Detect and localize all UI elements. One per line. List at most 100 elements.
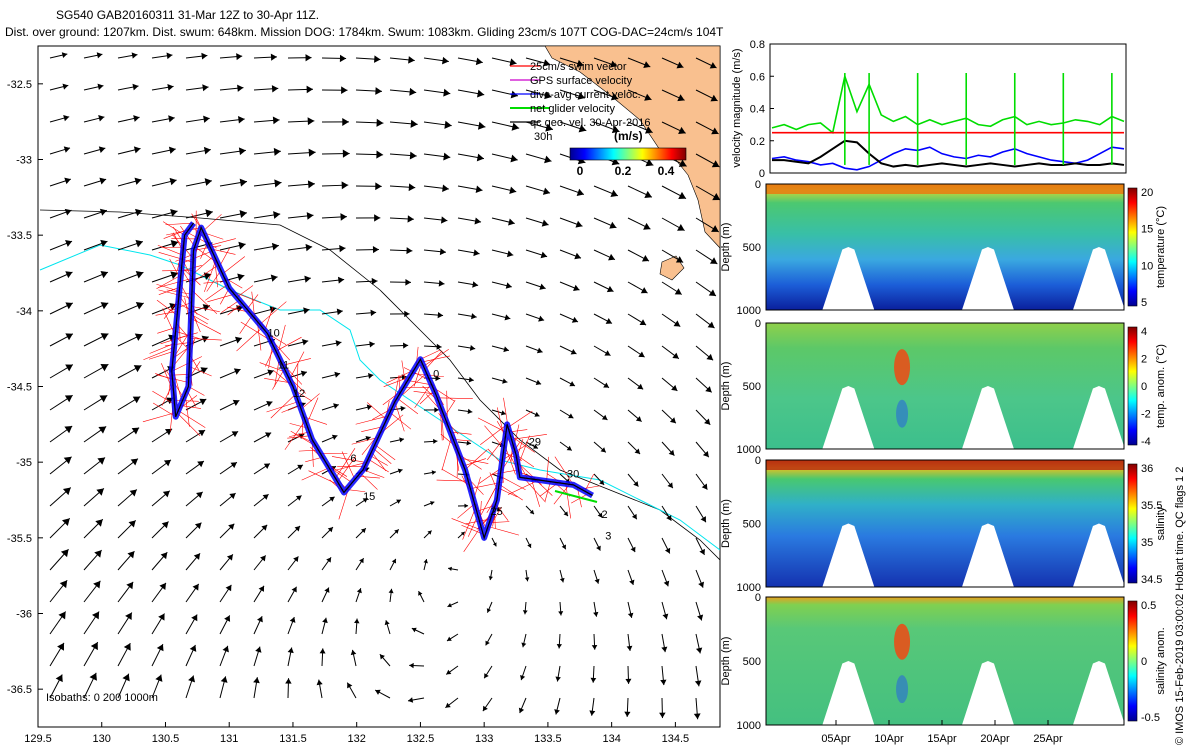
swim-vector xyxy=(331,462,364,472)
geo-vector-head xyxy=(160,552,168,560)
isobaths-label: Isobaths: 0 200 1000m xyxy=(46,692,158,704)
map-xtick-label: 132.5 xyxy=(407,733,435,745)
swim-vector xyxy=(179,283,198,315)
geo-vector-head xyxy=(566,445,572,451)
swim-vector xyxy=(204,259,217,293)
seafloor-gap xyxy=(961,386,1014,449)
geo-vector-head xyxy=(431,470,436,475)
swim-vector xyxy=(206,270,222,292)
seafloor-gap xyxy=(822,661,875,725)
geo-vector-head xyxy=(303,307,310,315)
swim-vector xyxy=(565,483,572,519)
geo-vector-head xyxy=(635,416,642,422)
geo-vector-head xyxy=(477,89,485,98)
geo-vector-head xyxy=(131,52,138,59)
velocity-axis: 0 0.2 0.4 0.6 0.8 xyxy=(750,39,774,180)
geo-vector-head xyxy=(509,186,517,194)
geo-vector-head xyxy=(340,213,347,221)
surface-layer xyxy=(766,460,1124,470)
geo-vector-head xyxy=(234,336,242,344)
depth-tick-label: 0 xyxy=(755,179,761,191)
geo-vector-head xyxy=(644,93,652,101)
swim-vector xyxy=(341,451,356,480)
geo-vector-head xyxy=(697,614,704,621)
geo-vector-head xyxy=(188,675,196,683)
geo-vector-head xyxy=(336,308,343,316)
geo-vector-head xyxy=(131,427,140,435)
geo-vector-head xyxy=(267,369,274,376)
map-xtick-label: 130 xyxy=(93,733,111,745)
geo-vector-head xyxy=(291,586,297,593)
swim-vector xyxy=(584,473,594,492)
geo-vector-head xyxy=(258,585,265,592)
time-tick-label: 25Apr xyxy=(1033,733,1063,745)
geo-vector-head xyxy=(96,488,104,496)
geo-vector-head xyxy=(342,117,349,126)
geo-vector-head xyxy=(260,555,266,562)
geo-vector-head xyxy=(361,528,366,534)
geo-vector-head xyxy=(134,177,142,185)
section-clabel: salinity anom. xyxy=(1155,627,1167,694)
swim-vector xyxy=(188,386,205,396)
geo-vector-head xyxy=(272,116,280,125)
geo-vector-head xyxy=(99,208,107,216)
geo-vector-head xyxy=(359,558,364,564)
plot-title: SG540 GAB20160311 31-Mar 12Z to 30-Apr 1… xyxy=(56,8,320,22)
geo-vector-head xyxy=(127,551,135,559)
geo-vector-head xyxy=(167,83,174,91)
swim-vector xyxy=(155,310,178,316)
geo-vector-head xyxy=(506,250,514,258)
geo-vector-head xyxy=(488,576,493,581)
section-colorbar xyxy=(1127,600,1138,722)
geo-vector-head xyxy=(133,365,142,373)
swim-vector xyxy=(506,410,533,429)
geo-vector-head xyxy=(427,530,432,535)
geo-vector-head xyxy=(96,52,103,59)
geo-vector-head xyxy=(541,219,549,227)
geo-vector-head xyxy=(95,519,103,527)
time-tick-label: 05Apr xyxy=(821,733,851,745)
geo-vector-head xyxy=(699,548,705,555)
geo-vector-head xyxy=(591,644,598,650)
depth-tick-label: 1000 xyxy=(737,720,761,732)
geo-vector-head xyxy=(475,57,483,66)
seafloor-gap xyxy=(1072,386,1125,449)
geo-vector-head xyxy=(485,640,490,646)
map-panel: 10 11 12 6 15 0 29 30 25 2 3 129.5 130 130.5 131 131.5… xyxy=(7,45,721,745)
swim-vector xyxy=(259,301,287,325)
map-xtick-label: 132 xyxy=(348,733,366,745)
geo-vector-head xyxy=(287,647,294,654)
swim-vector xyxy=(462,507,476,540)
geo-vector-head xyxy=(125,612,132,620)
geo-vector-head xyxy=(629,579,635,585)
geo-vector-head xyxy=(574,252,581,260)
swim-vector xyxy=(266,401,299,413)
geo-vector-head xyxy=(447,603,452,608)
swim-vector xyxy=(191,306,220,312)
surface-layer xyxy=(766,184,1124,194)
swim-vector xyxy=(240,321,272,341)
geo-vector-head xyxy=(460,531,465,536)
geo-vector-head xyxy=(411,627,417,633)
geo-vector-head xyxy=(640,287,648,294)
geo-vector-head xyxy=(678,159,687,167)
geo-vector-head xyxy=(502,378,508,384)
swim-vector xyxy=(227,303,243,316)
geo-vector-head xyxy=(55,674,63,683)
swim-vector xyxy=(554,456,574,486)
colorbar-tick-label: 10 xyxy=(1141,260,1153,272)
geo-vector-head xyxy=(93,580,101,589)
geo-vector-head xyxy=(135,239,143,248)
swim-vector xyxy=(158,252,194,263)
geo-vector-head xyxy=(611,157,620,166)
geo-vector-head xyxy=(669,417,676,424)
swim-vector xyxy=(180,405,202,409)
geo-vector-head xyxy=(535,379,542,386)
anomaly-blob xyxy=(894,623,911,660)
section-ylabel: Depth (m) xyxy=(720,637,732,686)
swim-vector xyxy=(203,280,226,284)
velocity-ytick-label: 0.4 xyxy=(750,104,765,116)
colorbar-tick-label: 20 xyxy=(1141,187,1153,199)
geo-vector-head xyxy=(158,613,165,621)
geo-vector-head xyxy=(484,673,489,679)
